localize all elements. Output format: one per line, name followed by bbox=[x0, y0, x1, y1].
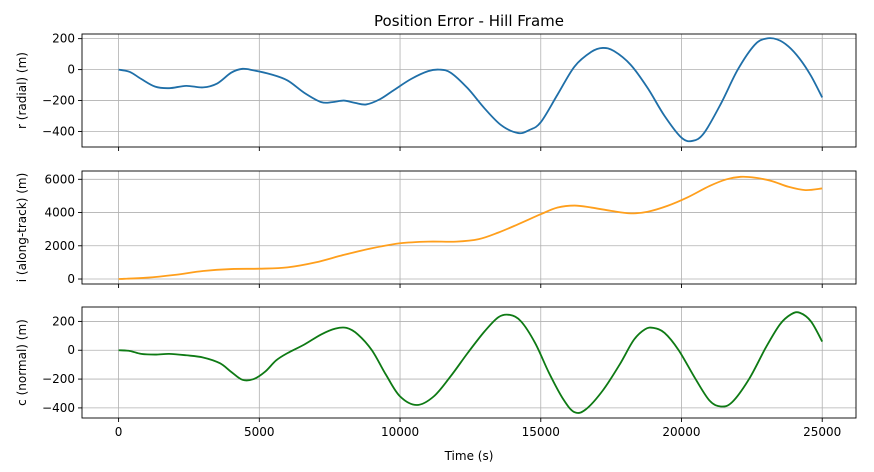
y-tick-label: −200 bbox=[42, 94, 75, 108]
y-tick-label: 2000 bbox=[44, 239, 75, 253]
x-tick-label: 0 bbox=[115, 425, 123, 439]
panel-2: 6000 4000 2000 0 i (along-track) (m) bbox=[15, 170, 857, 288]
chart-title: Position Error - Hill Frame bbox=[374, 12, 564, 30]
x-axis-label: Time (s) bbox=[444, 449, 494, 463]
x-tick-label: 20000 bbox=[662, 425, 700, 439]
y-axis-label: i (along-track) (m) bbox=[15, 173, 29, 283]
y-tick-label: 0 bbox=[67, 63, 75, 77]
axes-frame bbox=[81, 306, 857, 419]
series-line bbox=[118, 311, 824, 414]
x-tick-label: 15000 bbox=[522, 425, 560, 439]
axes-frame bbox=[81, 33, 857, 148]
y-tick-label: 200 bbox=[52, 314, 75, 328]
panel-1: 200 0 −200 −400 r (radial) (m) bbox=[15, 32, 857, 151]
y-tick-label: 200 bbox=[52, 32, 75, 46]
y-tick-label: 0 bbox=[67, 272, 75, 286]
series-line bbox=[118, 37, 824, 143]
x-tick-label: 10000 bbox=[381, 425, 419, 439]
axes-frame bbox=[81, 170, 857, 285]
x-tick-label: 25000 bbox=[803, 425, 841, 439]
y-tick-label: 0 bbox=[67, 343, 75, 357]
y-axis-label: r (radial) (m) bbox=[15, 52, 29, 129]
y-tick-label: −400 bbox=[42, 401, 75, 415]
y-tick-label: 4000 bbox=[44, 206, 75, 220]
y-tick-label: −200 bbox=[42, 372, 75, 386]
panel-3: 200 0 −200 −400 0 5000 10000 15000 20000 25000 c (… bbox=[15, 306, 857, 439]
series-line bbox=[118, 175, 823, 280]
y-tick-label: 6000 bbox=[44, 172, 75, 186]
y-tick-label: −400 bbox=[42, 125, 75, 139]
x-tick-label: 5000 bbox=[244, 425, 275, 439]
y-axis-label: c (normal) (m) bbox=[15, 319, 29, 406]
